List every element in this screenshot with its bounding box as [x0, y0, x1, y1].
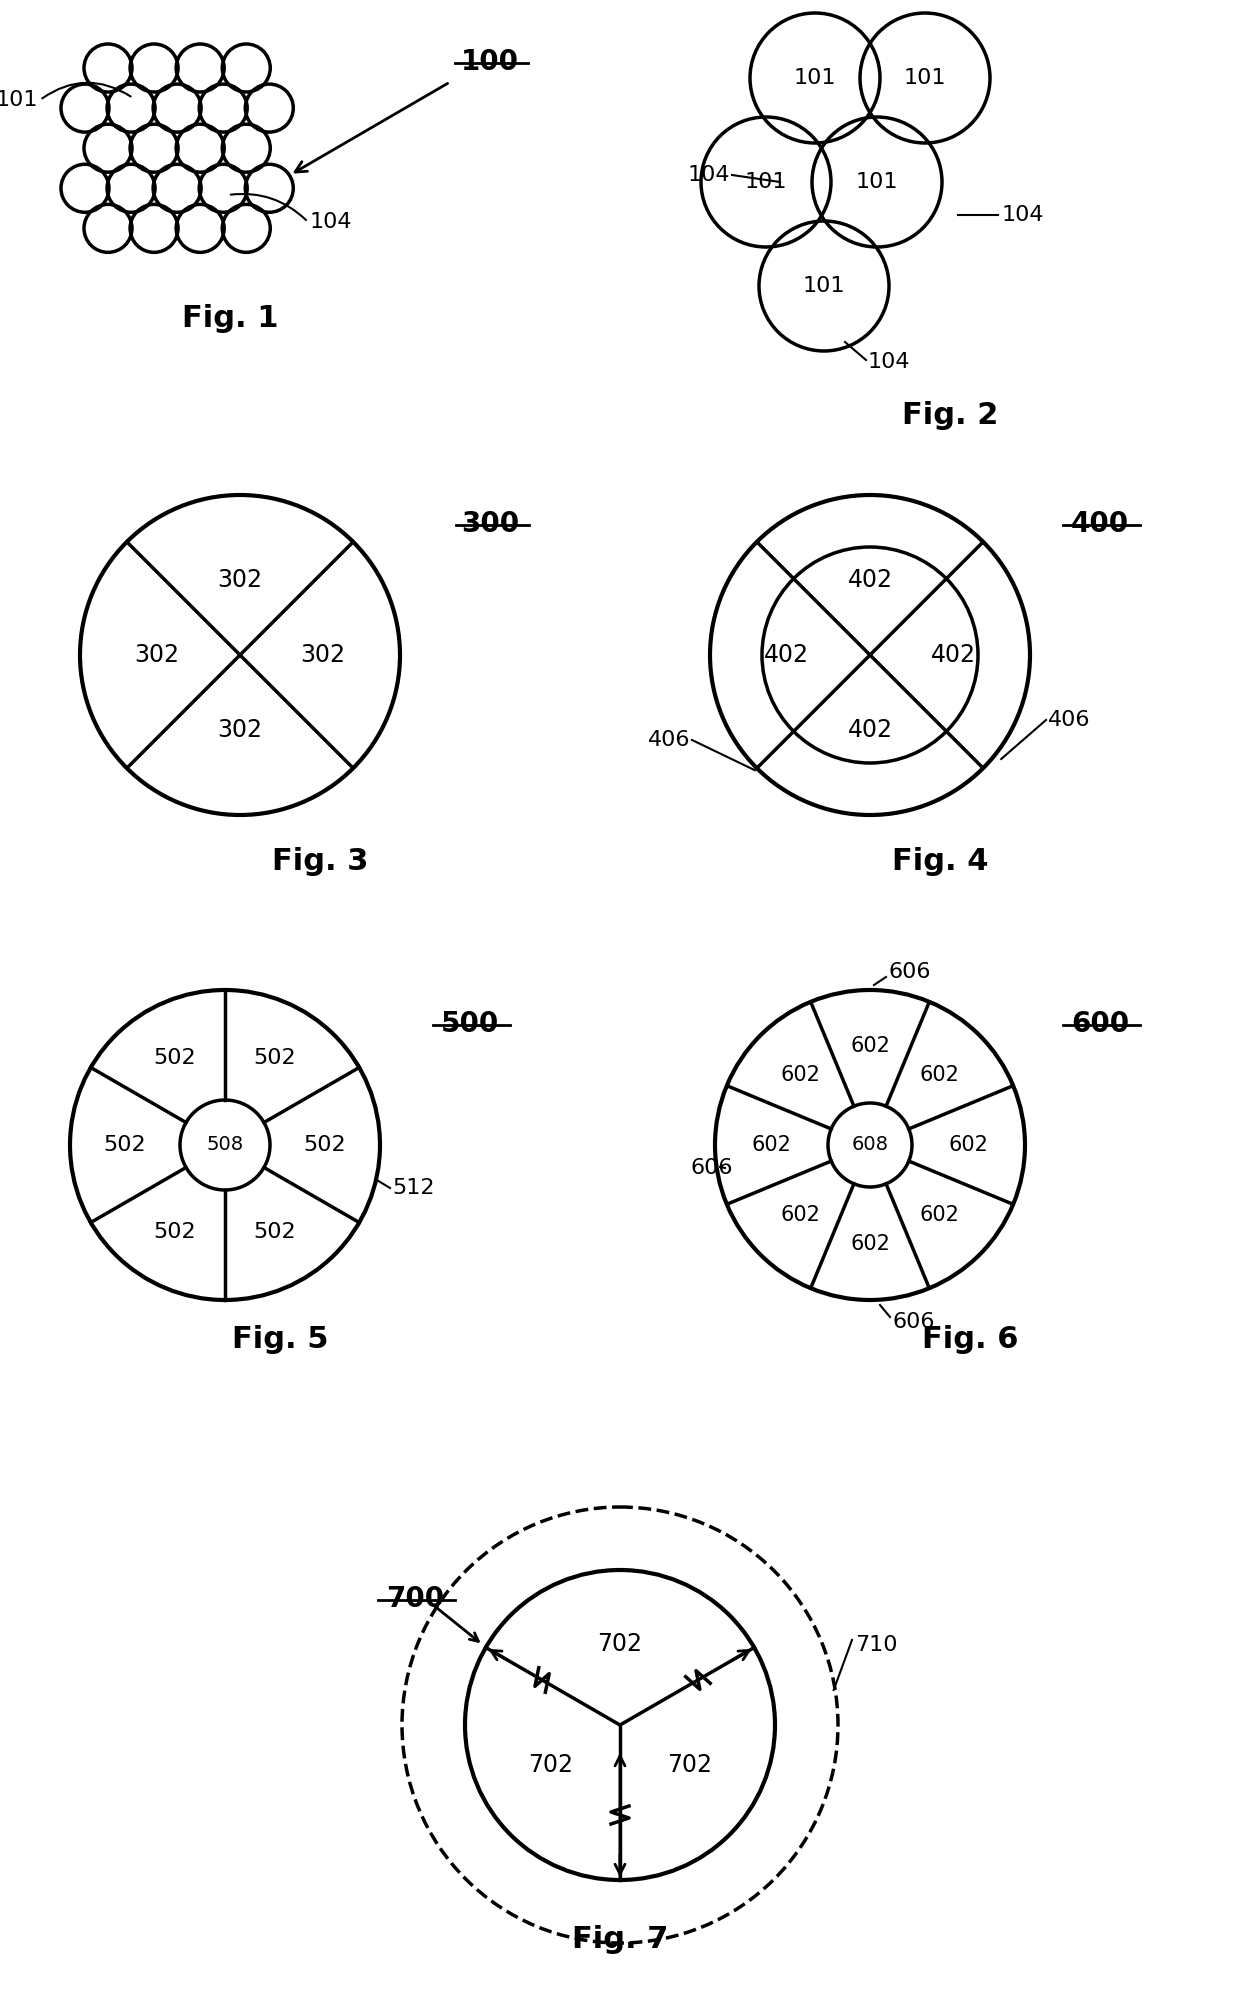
Text: 101: 101	[0, 90, 38, 110]
Text: Fig. 5: Fig. 5	[232, 1326, 329, 1354]
Text: 502: 502	[104, 1134, 146, 1154]
Text: Fig. 6: Fig. 6	[921, 1326, 1018, 1354]
Text: 602: 602	[780, 1064, 821, 1084]
Text: 302: 302	[217, 567, 263, 591]
Text: 101: 101	[745, 172, 787, 192]
Text: 606: 606	[892, 1312, 935, 1332]
Text: 502: 502	[154, 1222, 196, 1242]
Text: Fig. 1: Fig. 1	[182, 304, 278, 332]
Text: Fig. 2: Fig. 2	[901, 401, 998, 429]
Text: 502: 502	[154, 1048, 196, 1068]
Text: Fig. 4: Fig. 4	[892, 847, 988, 877]
Text: 101: 101	[856, 172, 898, 192]
Text: 402: 402	[931, 643, 976, 667]
Text: 500: 500	[441, 1010, 500, 1038]
Text: 104: 104	[1002, 206, 1044, 226]
Text: 302: 302	[134, 643, 180, 667]
Text: 104: 104	[310, 212, 352, 232]
Text: 602: 602	[920, 1204, 960, 1224]
Text: 602: 602	[780, 1204, 821, 1224]
Text: 302: 302	[300, 643, 346, 667]
Text: 104: 104	[868, 351, 910, 371]
Text: 606: 606	[888, 963, 930, 983]
Text: 402: 402	[847, 719, 893, 743]
Text: 100: 100	[461, 48, 520, 76]
Text: 602: 602	[851, 1234, 890, 1254]
Text: 508: 508	[206, 1136, 243, 1154]
Text: 602: 602	[920, 1064, 960, 1084]
Text: 101: 101	[802, 276, 846, 296]
Text: 600: 600	[1071, 1010, 1130, 1038]
Text: 602: 602	[851, 1036, 890, 1056]
Text: 101: 101	[794, 68, 836, 88]
Text: 406: 406	[647, 731, 689, 751]
Text: 104: 104	[687, 166, 730, 186]
Text: 302: 302	[217, 719, 263, 743]
Text: 101: 101	[904, 68, 946, 88]
Text: 702: 702	[528, 1753, 573, 1777]
Text: Fig. 3: Fig. 3	[272, 847, 368, 877]
Text: 402: 402	[764, 643, 810, 667]
Text: 502: 502	[304, 1134, 346, 1154]
Text: 300: 300	[461, 509, 520, 537]
Text: 710: 710	[856, 1636, 898, 1656]
Text: 608: 608	[852, 1136, 889, 1154]
Text: 702: 702	[598, 1632, 642, 1656]
Text: 406: 406	[1048, 711, 1090, 731]
Text: Fig. 7: Fig. 7	[572, 1925, 668, 1955]
Text: 502: 502	[254, 1222, 296, 1242]
Text: 606: 606	[689, 1158, 733, 1178]
Text: 400: 400	[1071, 509, 1130, 537]
Text: 512: 512	[392, 1178, 434, 1198]
Text: 702: 702	[667, 1753, 712, 1777]
Text: 502: 502	[254, 1048, 296, 1068]
Text: 602: 602	[949, 1134, 988, 1154]
Text: 602: 602	[751, 1134, 791, 1154]
Text: 402: 402	[847, 567, 893, 591]
Text: 700: 700	[386, 1586, 444, 1614]
